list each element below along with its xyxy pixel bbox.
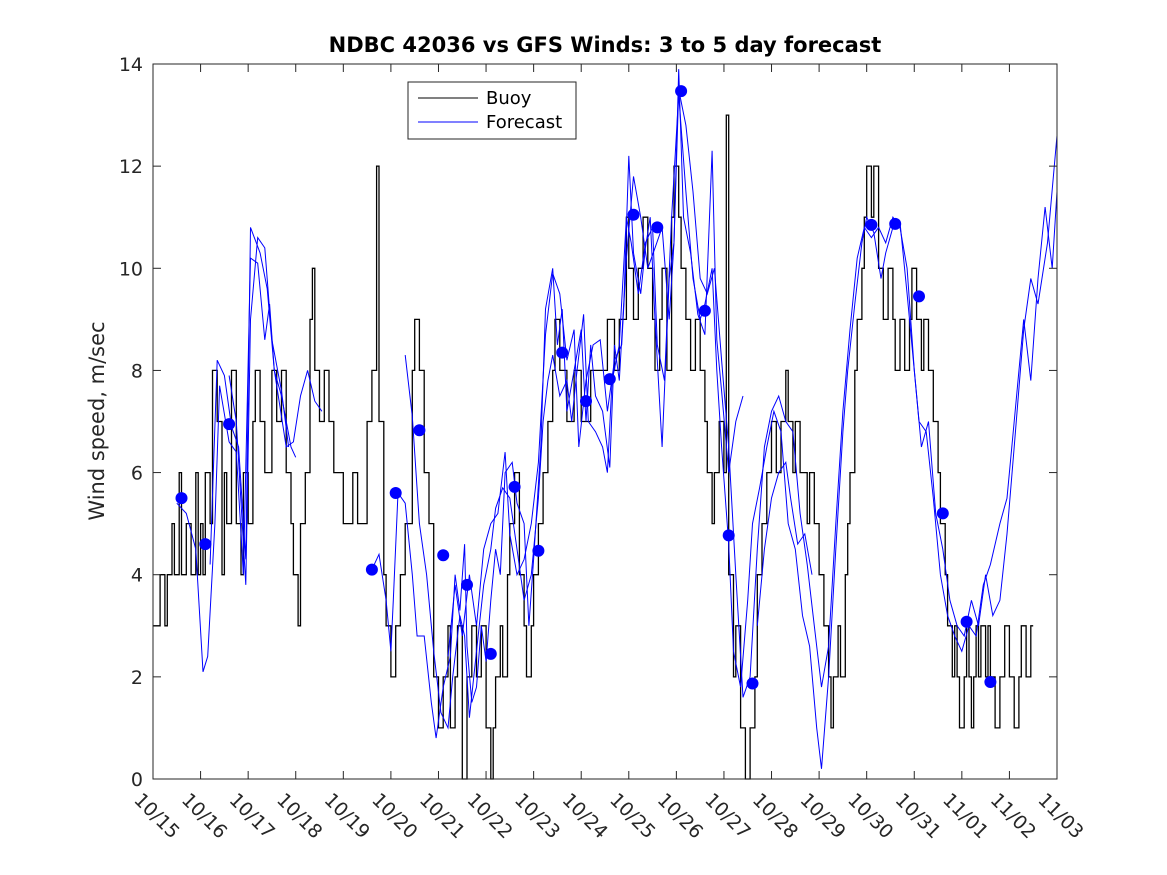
forecast-marker-10 [532,544,545,557]
forecast-marker-1 [199,538,212,551]
plot-frame [152,63,1058,780]
forecast-marker-6 [437,549,450,562]
forecast-trace-5 [447,89,1058,698]
forecast-marker-12 [580,395,592,408]
legend-box [407,81,577,140]
plot-area [153,64,1057,779]
forecast-trace-4 [404,94,1058,769]
forecast-marker-11 [556,346,569,359]
y-tick-label: 6 [131,463,143,485]
forecast-marker-7 [461,578,473,591]
forecast-marker-25 [984,676,997,688]
forecast-trace-0 [176,257,323,672]
forecast-marker-22 [913,290,925,303]
forecast-marker-18 [722,529,735,542]
forecast-marker-5 [413,424,426,437]
forecast-marker-8 [484,647,497,660]
series-layer [153,69,1058,780]
forecast-marker-19 [746,677,759,690]
forecast-marker-2 [223,418,236,431]
forecast-trace-2 [228,236,290,585]
forecast-marker-24 [960,615,973,628]
legend-buoy-label: Buoy [486,88,532,109]
legend-forecast-label: Forecast [486,112,562,133]
forecast-marker-20 [865,218,878,231]
forecast-marker-16 [675,85,688,98]
forecast-trace-1 [209,227,297,565]
forecast-trace-6 [756,461,813,626]
y-tick-label: 12 [119,156,143,178]
y-tick-label: 2 [131,667,143,689]
forecast-marker-21 [889,217,902,230]
y-tick-label: 8 [131,360,143,382]
legend: Buoy Forecast [407,81,577,140]
forecast-marker-14 [627,208,640,221]
forecast-marker-13 [603,373,616,386]
chart-title: NDBC 42036 vs GFS Winds: 3 to 5 day fore… [329,33,882,57]
y-tick-label: 0 [131,769,143,791]
y-tick-label: 4 [131,565,143,587]
buoy-series-line [153,114,1034,780]
forecast-marker-9 [508,480,521,493]
forecast-marker-4 [389,487,402,499]
y-tick-label: 14 [119,54,143,76]
forecast-marker-23 [936,507,949,520]
forecast-marker-0 [175,492,188,505]
y-tick-label: 10 [119,258,143,280]
y-axis-label: Wind speed, m/sec [85,321,109,520]
forecast-marker-3 [365,563,378,576]
forecast-marker-17 [698,304,711,317]
forecast-marker-15 [651,221,664,234]
